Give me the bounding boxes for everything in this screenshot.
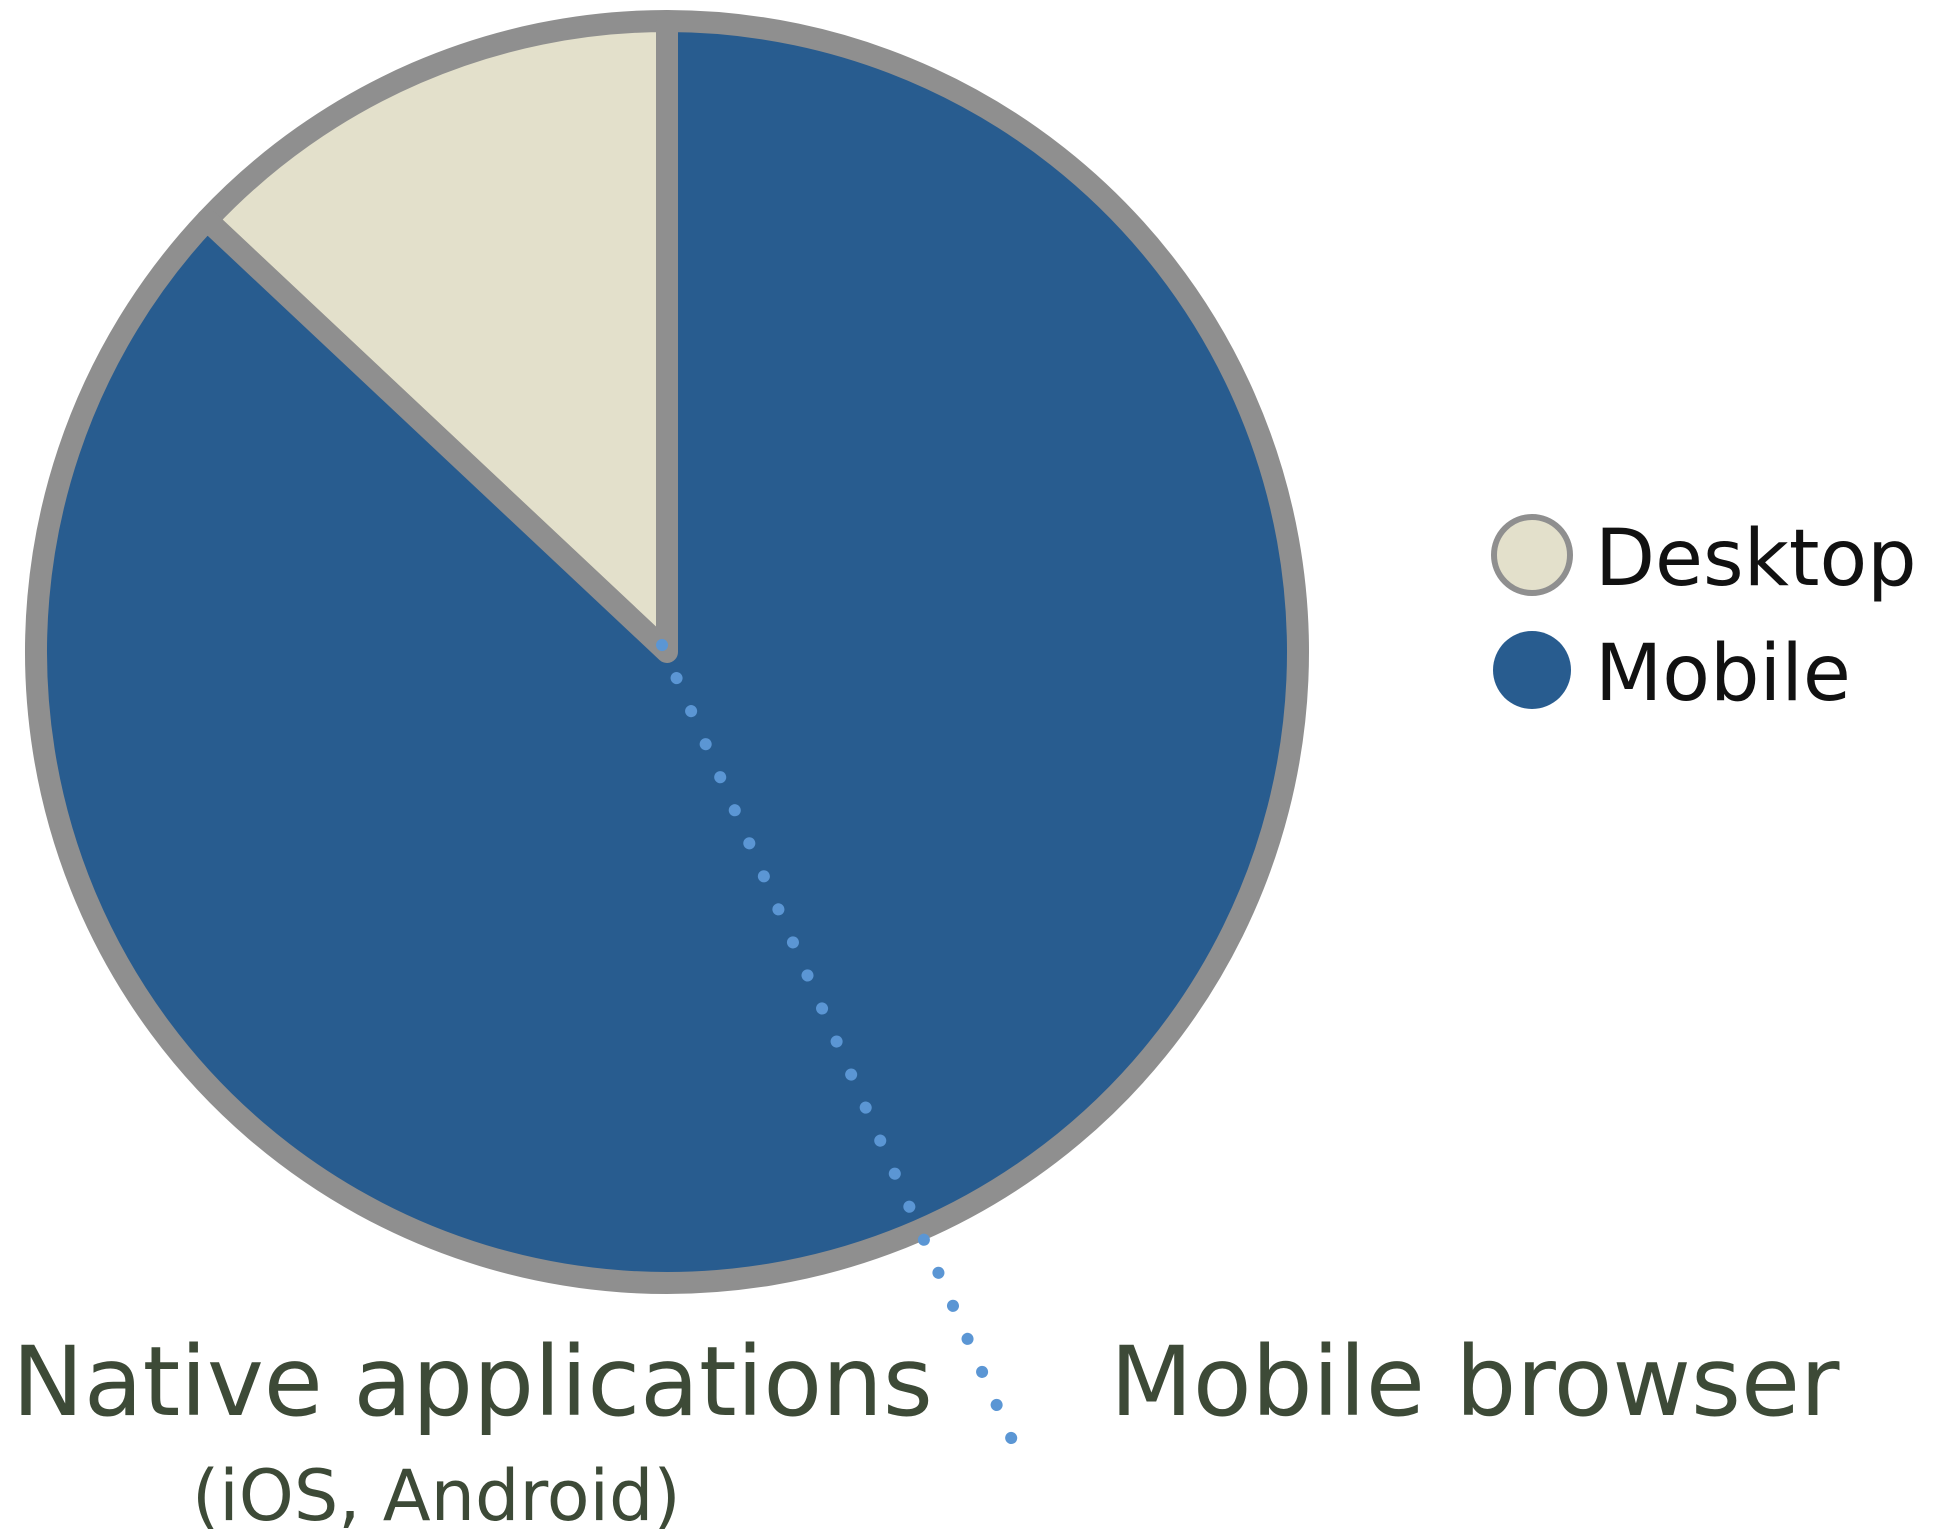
native-applications-subtitle: (iOS, Android): [192, 1455, 681, 1529]
pie-slice-desktop: [196, 10, 678, 663]
legend: Desktop Mobile: [1491, 514, 1917, 719]
legend-swatch-mobile: [1493, 631, 1571, 709]
pie-slices: [25, 10, 1309, 1294]
legend-label-desktop: Desktop: [1595, 514, 1917, 604]
legend-label-mobile: Mobile: [1595, 629, 1851, 719]
native-applications-label: Native applications: [12, 1326, 933, 1438]
pie-slice-mobile: [25, 10, 1309, 1294]
mobile-split-dotted-line: [656, 639, 1026, 1464]
legend-swatch-desktop: [1491, 514, 1573, 596]
mobile-browser-label: Mobile browser: [1110, 1326, 1840, 1438]
